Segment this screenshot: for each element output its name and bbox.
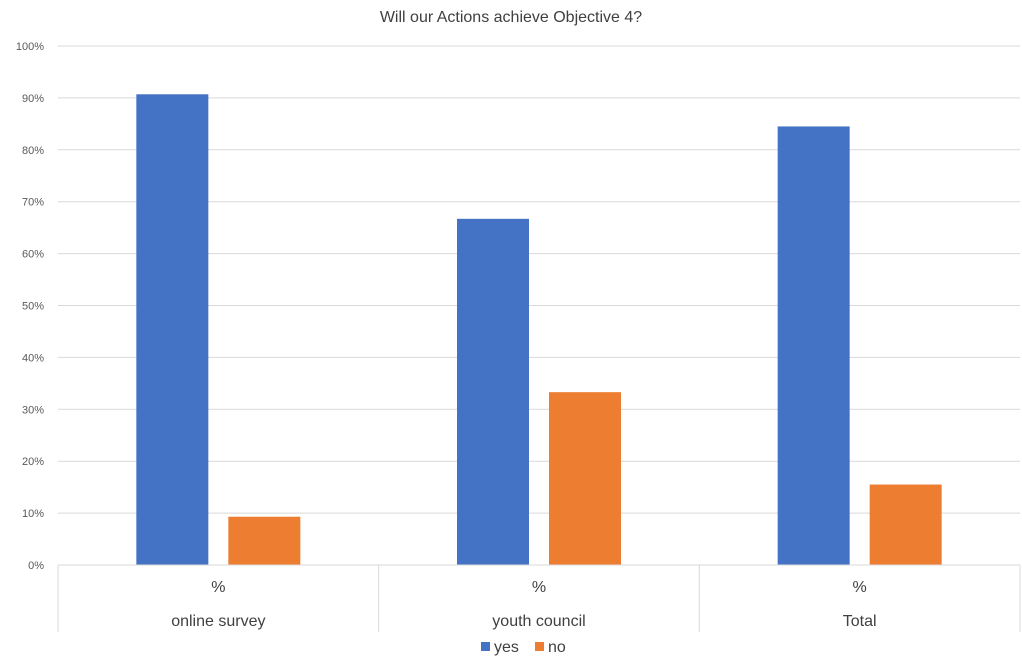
- bars: [136, 94, 942, 565]
- bar-no: [869, 484, 942, 565]
- legend-label-yes: yes: [494, 639, 519, 656]
- x-axis: % online survey% youth council% Total: [57, 564, 1021, 632]
- y-tick-label: 100%: [16, 41, 44, 53]
- y-axis: 0% 10% 20% 30% 40% 50% 60% 70% 80% 90% 100%: [16, 41, 44, 572]
- y-tick-label: 80%: [22, 145, 44, 157]
- y-tick-label: 30%: [22, 404, 44, 416]
- legend: yes no: [481, 639, 566, 656]
- y-tick-label: 20%: [22, 456, 44, 468]
- y-tick-label: 60%: [22, 249, 44, 261]
- x-category-label: youth council: [492, 613, 585, 630]
- bar-no: [549, 392, 621, 565]
- y-tick-label: 10%: [22, 508, 44, 520]
- y-tick-label: 50%: [22, 301, 44, 313]
- y-tick-label: 90%: [22, 93, 44, 105]
- legend-swatch-yes: [481, 642, 490, 651]
- x-category-label: Total: [843, 613, 877, 630]
- legend-label-no: no: [548, 639, 566, 656]
- x-subcategory-label: %: [853, 579, 867, 596]
- x-subcategory-label: %: [532, 579, 546, 596]
- x-subcategory-label: %: [211, 579, 225, 596]
- y-tick-label: 70%: [22, 197, 44, 209]
- bar-yes: [777, 126, 850, 565]
- gridlines: [58, 45, 1020, 566]
- bar-yes: [457, 218, 529, 565]
- x-category-label: online survey: [171, 613, 265, 630]
- bar-no: [228, 516, 301, 565]
- bar-yes: [136, 94, 209, 565]
- chart-title: Will our Actions achieve Objective 4?: [380, 9, 642, 26]
- y-tick-label: 40%: [22, 352, 44, 364]
- legend-swatch-no: [535, 642, 544, 651]
- y-tick-label: 0%: [28, 560, 44, 572]
